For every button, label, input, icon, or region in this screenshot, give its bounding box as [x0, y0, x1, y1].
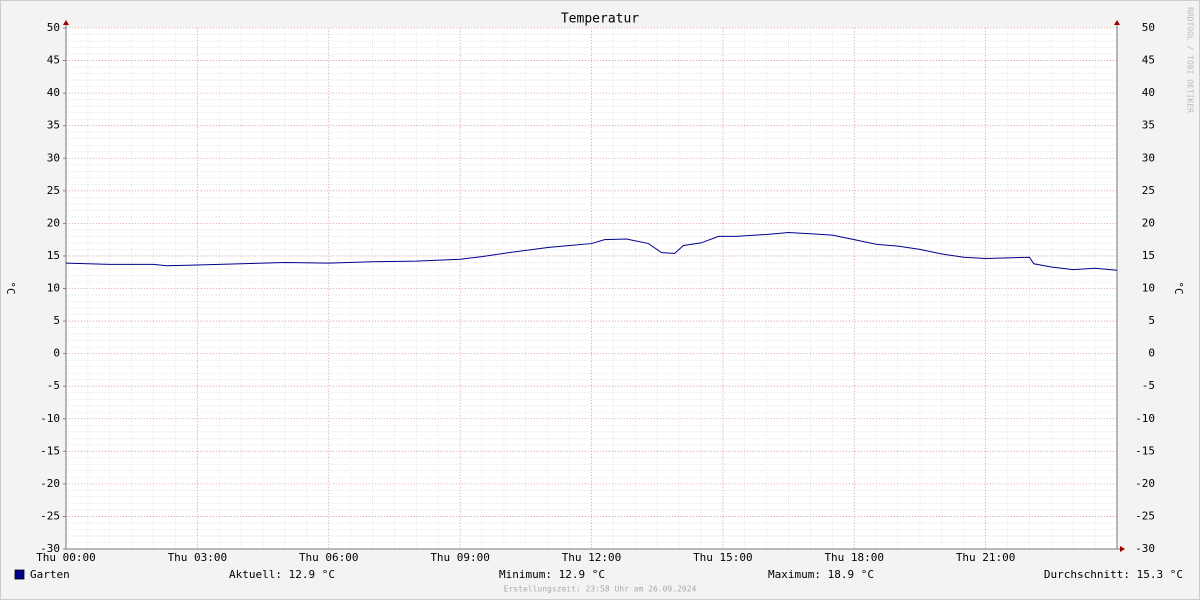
y2-tick-label: 35 — [1142, 119, 1155, 132]
stat-current: Aktuell: 12.9 °C — [229, 568, 335, 581]
y-tick-label: 25 — [47, 184, 60, 197]
axis-arrow — [1114, 20, 1120, 25]
watermark: RRDTOOL / TOBI OETIKER — [1186, 7, 1195, 113]
axis-arrow — [63, 20, 69, 25]
axis-arrow — [1120, 546, 1125, 552]
y-tick-label: 45 — [47, 54, 60, 67]
y2-tick-label: 5 — [1148, 314, 1155, 327]
footer: Erstellungszeit: 23:58 Uhr am 26.09.2024 — [504, 585, 697, 594]
y-tick-label: -30 — [40, 542, 60, 555]
y-tick-label: 50 — [47, 21, 60, 34]
legend-label: Garten — [30, 568, 70, 581]
y-tick-label: -20 — [40, 477, 60, 490]
y-axis-label: °C — [4, 281, 17, 294]
legend-swatch — [14, 569, 25, 580]
y-tick-label: -5 — [47, 379, 60, 392]
stat-avg: Durchschnitt: 15.3 °C — [1044, 568, 1183, 581]
y-tick-label: 10 — [47, 282, 60, 295]
y-tick-label: -10 — [40, 412, 60, 425]
y-tick-label: 15 — [47, 249, 60, 262]
y-tick-label: 35 — [47, 119, 60, 132]
y2-tick-label: -30 — [1135, 542, 1155, 555]
x-tick-label: Thu 06:00 — [299, 551, 359, 564]
y2-tick-label: -5 — [1142, 379, 1155, 392]
y2-tick-label: 25 — [1142, 184, 1155, 197]
y-tick-label: -15 — [40, 444, 60, 457]
y2-tick-label: 40 — [1142, 86, 1155, 99]
stat-max: Maximum: 18.9 °C — [768, 568, 874, 581]
y2-tick-label: -25 — [1135, 509, 1155, 522]
x-tick-label: Thu 12:00 — [562, 551, 622, 564]
y2-tick-label: 10 — [1142, 282, 1155, 295]
x-tick-label: Thu 00:00 — [36, 551, 96, 564]
line — [65, 231, 1118, 271]
y2-tick-label: 30 — [1142, 151, 1155, 164]
y2-tick-label: -10 — [1135, 412, 1155, 425]
y2-tick-label: -20 — [1135, 477, 1155, 490]
x-tick-label: Thu 21:00 — [956, 551, 1016, 564]
chart-title: Temperatur — [561, 12, 639, 27]
x-tick-label: Thu 09:00 — [430, 551, 490, 564]
x-tick-label: Thu 15:00 — [693, 551, 753, 564]
y2-tick-label: 15 — [1142, 249, 1155, 262]
stat-min: Minimum: 12.9 °C — [499, 568, 605, 581]
y2-tick-label: 20 — [1142, 216, 1155, 229]
y-tick-label: 20 — [47, 216, 60, 229]
y-tick-label: 0 — [53, 347, 60, 360]
y-tick-label: -25 — [40, 509, 60, 522]
y-tick-label: 40 — [47, 86, 60, 99]
x-tick-label: Thu 18:00 — [824, 551, 884, 564]
y-tick-label: 5 — [53, 314, 60, 327]
y2-tick-label: 50 — [1142, 21, 1155, 34]
y-tick-label: 30 — [47, 151, 60, 164]
y2-tick-label: -15 — [1135, 444, 1155, 457]
x-tick-label: Thu 03:00 — [168, 551, 228, 564]
y2-tick-label: 0 — [1148, 347, 1155, 360]
y2-axis-label: °C — [1172, 281, 1185, 294]
y2-tick-label: 45 — [1142, 54, 1155, 67]
